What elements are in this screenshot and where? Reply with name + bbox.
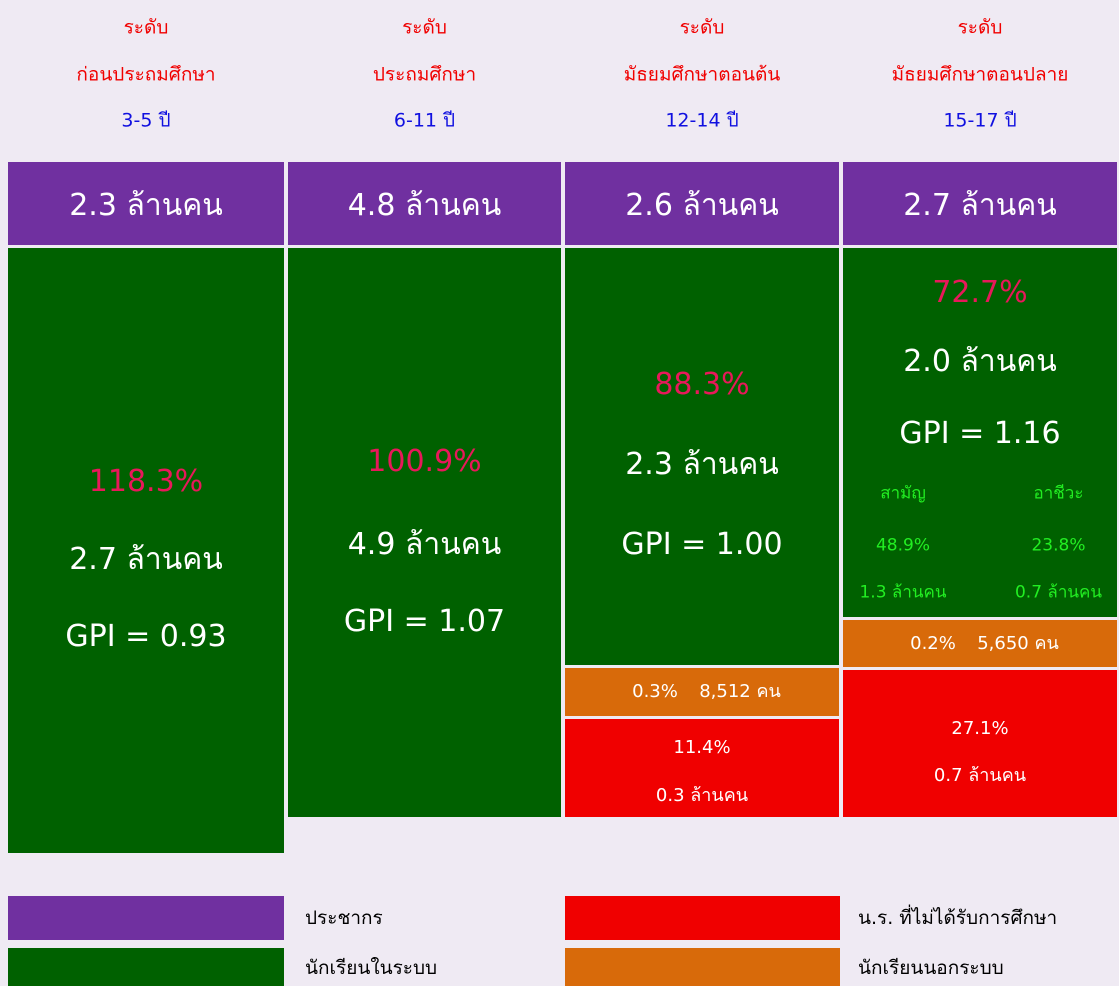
- not-schooled-percent: 27.1%: [951, 718, 1009, 739]
- out-of-system-count: 8,512 คน: [699, 681, 781, 702]
- out-of-system-count: 5,650 คน: [977, 633, 1059, 654]
- not-schooled-count: 0.3 ล้านคน: [655, 785, 749, 806]
- stream-count: 1.3 ล้านคน: [859, 582, 947, 603]
- age-range: 6-11 ปี: [393, 109, 456, 132]
- enrolled-block: [843, 248, 1117, 617]
- legend-label: นักเรียนนอกระบบ: [858, 957, 1004, 979]
- out-of-system-percent: 0.3%: [632, 681, 678, 702]
- enrolled-percent: 72.7%: [932, 275, 1028, 310]
- population-block: [565, 162, 839, 245]
- level: ระดับ: [123, 16, 169, 39]
- level: ระดับ: [679, 16, 725, 39]
- legend-swatch: [565, 948, 840, 986]
- not-schooled-block: [843, 670, 1117, 817]
- enrolled-percent: 88.3%: [654, 367, 750, 402]
- legend-label: ประชากร: [305, 907, 383, 929]
- population: 2.3 ล้านคน: [69, 188, 223, 223]
- out-of-system-percent: 0.2%: [910, 633, 956, 654]
- level-name: ประถมศึกษา: [372, 63, 477, 86]
- legend-swatch: [8, 948, 284, 986]
- legend-label: นักเรียนในระบบ: [305, 957, 438, 979]
- age-range: 12-14 ปี: [665, 109, 739, 132]
- legend-swatch: [8, 896, 284, 940]
- enrolled-count: 2.3 ล้านคน: [625, 447, 779, 482]
- level-name: มัธยมศึกษาตอนต้น: [623, 63, 781, 86]
- not-schooled-percent: 11.4%: [673, 737, 731, 758]
- enrolled-block: [8, 248, 284, 853]
- enrolled-count: 2.0 ล้านคน: [903, 344, 1057, 379]
- enrolled-count: 4.9 ล้านคน: [347, 527, 502, 562]
- not-schooled-count: 0.7 ล้านคน: [933, 765, 1027, 786]
- age-range: 3-5 ปี: [121, 109, 171, 132]
- stream-name: สามัญ: [880, 483, 926, 504]
- legend-label: น.ร. ที่ไม่ได้รับการศึกษา: [858, 907, 1058, 929]
- stream-count: 0.7 ล้านคน: [1014, 582, 1103, 603]
- not-schooled-block: [565, 719, 839, 817]
- population: 2.7 ล้านคน: [903, 188, 1057, 223]
- level: ระดับ: [957, 16, 1003, 39]
- stream-percent: 23.8%: [1031, 535, 1086, 556]
- age-range: 15-17 ปี: [943, 109, 1017, 132]
- gpi: GPI = 1.07: [343, 604, 506, 639]
- population: 4.8 ล้านคน: [347, 188, 502, 223]
- level-name: ก่อนประถมศึกษา: [76, 63, 216, 86]
- population-block: [288, 162, 561, 245]
- population-block: [8, 162, 284, 245]
- enrolled-count: 2.7 ล้านคน: [69, 542, 223, 577]
- out-of-system-block: [565, 668, 839, 716]
- enrolled-block: [565, 248, 839, 665]
- gpi: GPI = 1.16: [899, 416, 1061, 451]
- stream-name: อาชีวะ: [1033, 483, 1084, 504]
- enrolled-percent: 118.3%: [88, 464, 204, 499]
- level-name: มัธยมศึกษาตอนปลาย: [891, 63, 1069, 86]
- stream-percent: 48.9%: [875, 535, 930, 556]
- enrolled-percent: 100.9%: [367, 444, 482, 479]
- out-of-system-block: [843, 620, 1117, 667]
- population: 2.6 ล้านคน: [625, 188, 779, 223]
- gpi: GPI = 0.93: [65, 619, 227, 654]
- enrolled-block: [288, 248, 561, 817]
- level: ระดับ: [402, 16, 447, 39]
- legend-swatch: [565, 896, 840, 940]
- gpi: GPI = 1.00: [621, 527, 783, 562]
- population-block: [843, 162, 1117, 245]
